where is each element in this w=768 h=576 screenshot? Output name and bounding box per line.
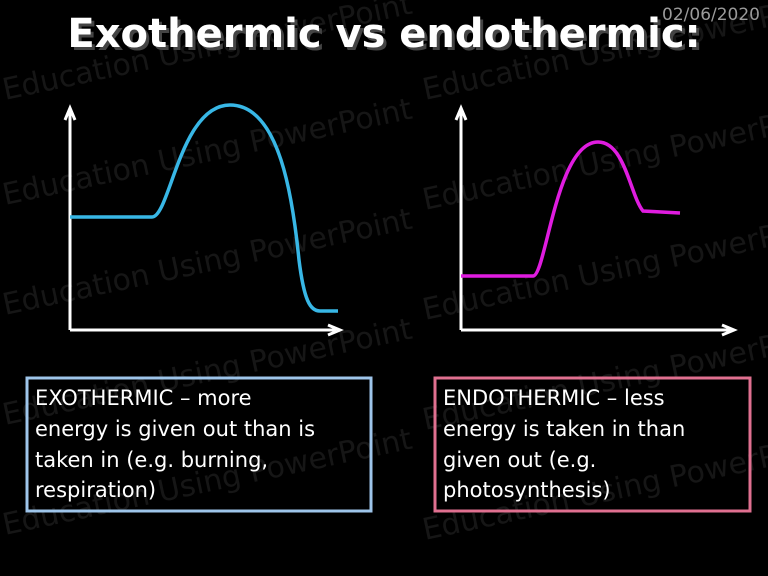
left-axes (63, 104, 344, 337)
box-text: respiration) (35, 478, 156, 502)
title-shadow: Exothermic vs endothermic: (70, 14, 703, 60)
box-text: energy is taken in than (443, 417, 685, 441)
endothermic-curve (461, 140, 681, 278)
right-axes (454, 104, 738, 337)
box-text: EXOTHERMIC – more (35, 386, 252, 410)
endothermic-box (433, 376, 752, 513)
box-text: energy is given out than is (35, 417, 315, 441)
box-text: given out (e.g. (443, 448, 596, 472)
box-text: ENDOTHERMIC – less (443, 386, 665, 410)
box-text: taken in (e.g. burning, (35, 448, 268, 472)
title: Exothermic vs endothermic: (67, 11, 700, 57)
exothermic-curve (70, 103, 338, 313)
date: 02/06/2020 (662, 5, 760, 25)
exothermic-box (25, 376, 373, 513)
box-text: photosynthesis) (443, 478, 611, 502)
